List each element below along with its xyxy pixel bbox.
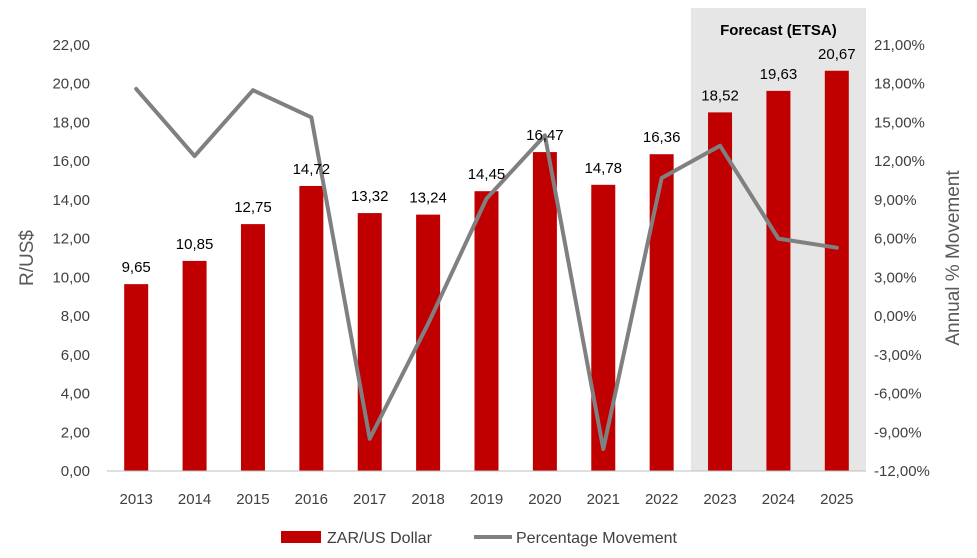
y2-tick-label: 3,00% — [874, 269, 917, 286]
y2-tick-label: 12,00% — [874, 153, 925, 170]
bar-value-label: 14,72 — [293, 161, 331, 178]
bar-value-label: 16,47 — [526, 127, 564, 144]
y-tick-label: 14,00 — [52, 192, 90, 209]
legend-swatch-bar — [281, 531, 321, 543]
x-tick-label: 2016 — [295, 491, 328, 508]
bar-value-label: 10,85 — [176, 236, 214, 253]
bar-2015 — [240, 224, 265, 471]
y2-tick-label: -3,00% — [874, 347, 922, 364]
bar-2021 — [591, 184, 616, 471]
y2-tick-label: 18,00% — [874, 76, 925, 93]
y-tick-label: 18,00 — [52, 114, 90, 131]
y2-tick-label: 21,00% — [874, 37, 925, 54]
y2-tick-label: 6,00% — [874, 231, 917, 248]
y-tick-label: 8,00 — [61, 308, 90, 325]
x-tick-label: 2014 — [178, 491, 211, 508]
bar-value-label: 13,32 — [351, 188, 389, 205]
x-tick-label: 2018 — [411, 491, 444, 508]
y2-tick-label: 0,00% — [874, 308, 917, 325]
legend-label: ZAR/US Dollar — [327, 530, 433, 547]
legend-label: Percentage Movement — [516, 530, 678, 547]
y-tick-label: 2,00 — [61, 424, 90, 441]
bar-2024 — [766, 90, 791, 471]
y2-tick-label: -12,00% — [874, 463, 930, 480]
x-tick-label: 2013 — [120, 491, 153, 508]
bar-value-label: 13,24 — [409, 190, 447, 207]
y-tick-label: 16,00 — [52, 153, 90, 170]
x-tick-label: 2017 — [353, 491, 386, 508]
bar-2019 — [474, 191, 499, 472]
bar-value-label: 12,75 — [234, 199, 272, 216]
bar-2013 — [124, 284, 149, 471]
bar-2023 — [708, 112, 733, 472]
y-tick-label: 12,00 — [52, 231, 90, 248]
bar-value-label: 19,63 — [760, 66, 798, 83]
x-tick-label: 2020 — [528, 491, 561, 508]
bar-value-label: 16,36 — [643, 129, 681, 146]
bar-2016 — [299, 185, 324, 471]
bar-2025 — [824, 70, 849, 472]
y2-tick-label: -6,00% — [874, 386, 922, 403]
bar-2022 — [649, 154, 674, 471]
x-tick-label: 2023 — [703, 491, 736, 508]
bar-value-label: 14,45 — [468, 166, 506, 183]
y-tick-label: 10,00 — [52, 269, 90, 286]
bar-value-label: 18,52 — [701, 87, 739, 104]
y-tick-label: 6,00 — [61, 347, 90, 364]
bar-value-label: 20,67 — [818, 46, 856, 63]
bar-2014 — [182, 260, 207, 471]
y-tick-label: 0,00 — [61, 463, 90, 480]
y-tick-label: 4,00 — [61, 386, 90, 403]
x-tick-label: 2025 — [820, 491, 853, 508]
x-tick-label: 2019 — [470, 491, 503, 508]
y-tick-label: 22,00 — [52, 37, 90, 54]
bar-value-label: 9,65 — [122, 259, 151, 276]
y2-tick-label: 9,00% — [874, 192, 917, 209]
y-axis-title: R/US$ — [17, 230, 38, 286]
x-tick-label: 2015 — [236, 491, 269, 508]
bar-2020 — [532, 152, 557, 471]
bar-value-label: 14,78 — [584, 160, 622, 177]
x-tick-label: 2024 — [762, 491, 795, 508]
forecast-label: Forecast (ETSA) — [720, 22, 837, 39]
y2-axis-title: Annual % Movement — [943, 170, 964, 346]
y-tick-label: 20,00 — [52, 76, 90, 93]
x-tick-label: 2021 — [587, 491, 620, 508]
y2-tick-label: 15,00% — [874, 114, 925, 131]
y2-tick-label: -9,00% — [874, 424, 922, 441]
x-tick-label: 2022 — [645, 491, 678, 508]
